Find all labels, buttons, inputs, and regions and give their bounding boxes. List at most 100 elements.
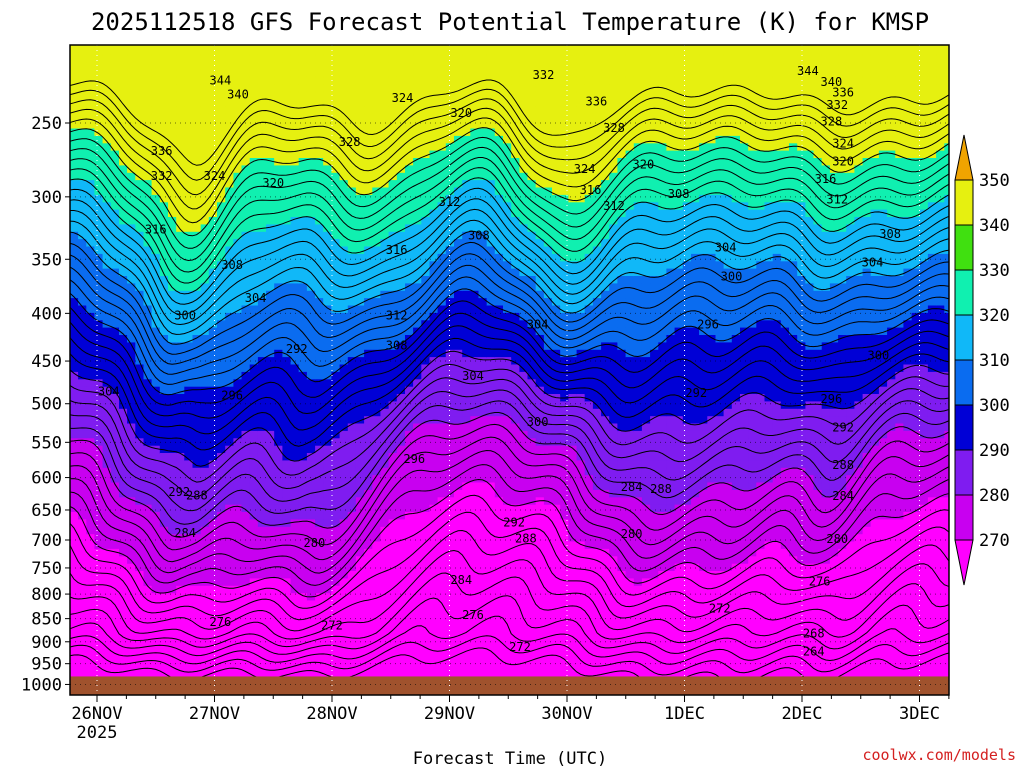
band-cell <box>94 357 104 366</box>
band-cell <box>127 416 136 425</box>
band-cell <box>315 371 324 380</box>
band-cell <box>110 143 120 152</box>
band-cell <box>380 541 390 550</box>
band-cell <box>127 615 136 624</box>
band-cell <box>462 69 471 78</box>
band-cell <box>494 327 504 336</box>
band-cell <box>445 320 455 329</box>
band-cell <box>249 224 259 233</box>
band-cell <box>208 416 218 425</box>
band-cell <box>372 512 382 520</box>
band-cell <box>176 69 185 78</box>
band-cell <box>355 298 365 307</box>
band-cell <box>388 84 398 93</box>
band-cell <box>355 630 365 638</box>
band-cell <box>315 47 324 56</box>
band-cell <box>119 526 128 535</box>
band-cell <box>421 401 431 410</box>
band-cell <box>503 497 512 506</box>
band-cell <box>266 408 275 417</box>
band-cell <box>323 630 332 638</box>
band-cell <box>176 143 185 152</box>
band-cell <box>102 150 112 159</box>
band-cell <box>208 180 218 189</box>
band-cell <box>257 283 267 292</box>
band-cell <box>355 47 365 56</box>
band-cell <box>86 342 96 351</box>
band-cell <box>249 327 259 336</box>
band-cell <box>380 290 390 299</box>
band-cell <box>249 467 259 476</box>
band-cell <box>86 504 96 513</box>
band-cell <box>339 364 349 373</box>
band-cell <box>315 379 324 388</box>
band-cell <box>478 320 488 329</box>
band-cell <box>372 305 382 314</box>
band-cell <box>151 327 161 336</box>
band-cell <box>168 76 177 85</box>
band-cell <box>298 76 308 85</box>
band-cell <box>437 364 447 373</box>
band-cell <box>339 445 349 454</box>
band-cell <box>241 526 251 535</box>
band-cell <box>306 135 316 144</box>
band-cell <box>208 194 218 203</box>
band-cell <box>94 607 104 616</box>
band-cell <box>70 320 79 329</box>
band-cell <box>257 113 267 122</box>
band-cell <box>274 430 283 439</box>
band-cell <box>127 106 136 115</box>
band-cell <box>208 342 218 351</box>
band-cell <box>396 386 406 395</box>
band-cell <box>86 666 96 675</box>
band-cell <box>437 445 447 454</box>
band-cell <box>315 69 324 78</box>
band-cell <box>290 143 300 152</box>
band-cell <box>208 475 218 484</box>
band-cell <box>266 298 275 307</box>
band-cell <box>445 135 455 144</box>
band-cell <box>159 231 169 240</box>
band-cell <box>266 69 275 78</box>
band-cell <box>364 335 373 343</box>
band-cell <box>372 416 382 425</box>
band-cell <box>306 298 316 307</box>
band-cell <box>470 261 480 270</box>
band-cell <box>511 335 520 343</box>
band-cell <box>86 615 96 624</box>
band-cell <box>102 357 112 366</box>
band-cell <box>168 423 177 432</box>
band-cell <box>339 659 349 668</box>
band-cell <box>257 45 267 48</box>
band-cell <box>347 335 357 343</box>
band-cell <box>454 482 463 491</box>
band-cell <box>454 224 463 233</box>
band-cell <box>478 622 488 631</box>
band-cell <box>168 209 177 218</box>
band-cell <box>208 364 218 373</box>
band-cell <box>478 217 488 225</box>
band-cell <box>323 239 332 248</box>
band-cell <box>168 187 177 196</box>
band-cell <box>306 158 316 166</box>
band-cell <box>478 54 488 63</box>
band-cell <box>396 99 406 107</box>
band-cell <box>135 652 145 661</box>
band-cell <box>454 430 463 439</box>
band-cell <box>306 335 316 343</box>
band-cell <box>119 128 128 137</box>
band-cell <box>494 217 504 225</box>
band-cell <box>192 342 202 351</box>
band-cell <box>339 261 349 270</box>
band-cell <box>413 445 422 454</box>
band-cell <box>413 416 422 425</box>
band-cell <box>217 246 226 255</box>
band-cell <box>274 84 283 93</box>
band-cell <box>478 312 488 321</box>
band-cell <box>290 335 300 343</box>
band-cell <box>372 607 382 616</box>
band-cell <box>176 394 185 402</box>
band-cell <box>225 364 234 373</box>
band-cell <box>217 666 226 675</box>
band-cell <box>306 187 316 196</box>
